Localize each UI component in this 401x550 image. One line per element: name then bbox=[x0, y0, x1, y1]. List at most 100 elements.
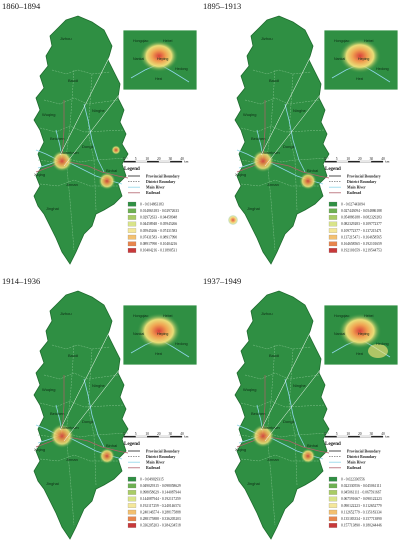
district-boundary bbox=[288, 348, 298, 486]
scale-segment bbox=[371, 435, 384, 438]
hotspot-binhai bbox=[98, 172, 116, 190]
legend-class-label: 0.022330556 - 0.045061111 bbox=[341, 484, 382, 488]
legend-class-label: 0.027443094 - 0.054886188 bbox=[341, 209, 382, 213]
legend-class-swatch bbox=[328, 208, 338, 214]
legend-class-swatch bbox=[127, 476, 137, 482]
inset-label: Nankai bbox=[133, 57, 144, 61]
district-label-wuqing: Wuqing bbox=[243, 387, 257, 392]
main-river bbox=[284, 378, 306, 448]
scale-tick-label: 10 bbox=[346, 157, 350, 161]
legend-class-label: 0 - 0.027443094 bbox=[341, 202, 365, 206]
map-svg: Jizhou Baodi Wuqing Ninghe Beichen Dongli Xiqi… bbox=[33, 290, 198, 540]
inset-label: Hedong bbox=[376, 67, 389, 71]
inset-label: Heping bbox=[358, 332, 369, 336]
map-panel-p1: Jizhou Baodi Wuqing Ninghe Beichen Dongli Xiqi… bbox=[0, 0, 200, 275]
district-boundary bbox=[252, 69, 312, 75]
district-label-jizhou: Jizhou bbox=[261, 311, 273, 316]
inset-label: Heping bbox=[157, 57, 168, 61]
scale-tick-label: 30 bbox=[169, 157, 173, 161]
scale-segment bbox=[348, 160, 360, 163]
legend-class-swatch bbox=[328, 496, 338, 502]
legend-class-swatch bbox=[328, 228, 338, 233]
district-label-ninghe: Ninghe bbox=[92, 383, 105, 388]
district-label-beichen: Beichen bbox=[251, 411, 265, 416]
scale-segment bbox=[147, 160, 159, 163]
scale-tick-label: 10 bbox=[145, 157, 149, 161]
district-boundary bbox=[266, 344, 276, 526]
district-label-binhai: Binhai bbox=[307, 443, 318, 448]
map-panel-p2: Jizhou Baodi Wuqing Ninghe Beichen Dongli Xiqi… bbox=[201, 0, 401, 275]
district-boundary bbox=[244, 97, 320, 105]
district-label-binhai: Binhai bbox=[106, 443, 117, 448]
legend-class-label: 0.045061111 - 0.067591667 bbox=[341, 491, 382, 495]
main-river bbox=[83, 378, 105, 448]
district-boundary bbox=[39, 454, 120, 462]
scale-segment bbox=[324, 160, 337, 163]
scale-segment bbox=[359, 435, 372, 438]
legend-class-swatch bbox=[127, 516, 137, 522]
hotspot-south bbox=[227, 214, 239, 226]
legend-class-label: 0.137215471 - 0.164658565 bbox=[341, 235, 382, 239]
legend-class-label: 0.014863183 - 0.02972633 bbox=[140, 209, 179, 213]
legend-class-label: 0.192101659 - 0.219544753 bbox=[341, 249, 382, 253]
map-svg: Jizhou Baodi Wuqing Ninghe Beichen Dongli Xiqi… bbox=[234, 290, 399, 540]
legend-heading: Legend bbox=[325, 442, 341, 447]
downtown-inset: Hongqiao Hebei Nankai Heping Hedong Hexi bbox=[122, 304, 198, 366]
hotspot-downtown bbox=[251, 149, 275, 173]
legend-class-label: 0.112652779 - 0.135183334 bbox=[341, 510, 382, 514]
legend-class-label: 0 - 0.049029315 bbox=[140, 477, 164, 481]
downtown-inset: Hongqiao Hebei Nankai Heping Hedong Hexi bbox=[122, 29, 198, 91]
district-label-dongli: Dongli bbox=[82, 144, 93, 149]
legend-class-label: 0.192117259 - 0.240146574 bbox=[140, 504, 181, 508]
district-label-xiqing: Xiqing bbox=[235, 172, 246, 177]
legend-class-swatch bbox=[328, 503, 338, 508]
panel-title: 1914–1936 bbox=[2, 276, 41, 286]
district-label-ninghe: Ninghe bbox=[293, 383, 306, 388]
district-boundary bbox=[43, 97, 119, 105]
legend-class-swatch bbox=[328, 215, 338, 220]
legend-class-swatch bbox=[127, 483, 137, 489]
scale-tick-label: 30 bbox=[169, 432, 173, 436]
district-boundary bbox=[87, 348, 97, 486]
legend-class-swatch bbox=[127, 490, 137, 495]
district-label-ninghe: Ninghe bbox=[92, 108, 105, 113]
district-label-beichen: Beichen bbox=[50, 411, 64, 416]
district-label-downtown: Downtown bbox=[60, 425, 79, 430]
scale-segment bbox=[336, 160, 349, 163]
legend-class-label: 0.144087944 - 0.192117259 bbox=[140, 497, 181, 501]
legend-class-swatch bbox=[328, 221, 338, 227]
scale-tick-label: 40 bbox=[180, 432, 184, 436]
district-boundary bbox=[39, 400, 125, 408]
district-label-ninghe: Ninghe bbox=[293, 108, 306, 113]
scale-tick-label: 0 bbox=[123, 432, 125, 436]
district-label-jinghai: Jinghai bbox=[46, 206, 59, 211]
district-boundary bbox=[240, 125, 326, 133]
legend-class-swatch bbox=[127, 201, 137, 207]
district-label-xiqing: Xiqing bbox=[235, 447, 246, 452]
district-label-baodi: Baodi bbox=[269, 353, 279, 358]
legend-class-swatch bbox=[328, 241, 338, 247]
scale-unit: km bbox=[385, 434, 390, 438]
inset-hotspot-se bbox=[368, 344, 388, 358]
legend-class-label: 0.049029315 - 0.098058629 bbox=[140, 484, 181, 488]
district-label-binhai: Binhai bbox=[106, 168, 117, 173]
district-boundary bbox=[51, 69, 111, 75]
inset-label: Hebei bbox=[163, 314, 173, 318]
legend-class-label: 0.07431583 - 0.08917990 bbox=[140, 235, 177, 239]
inset-label: Hedong bbox=[376, 342, 389, 346]
legend-class-label: 0.098058629 - 0.144087944 bbox=[140, 491, 181, 495]
district-label-jinnan: Jinnan bbox=[267, 182, 279, 187]
inset-callout-line bbox=[59, 304, 124, 431]
legend-class-swatch bbox=[127, 503, 137, 508]
scale-tick-label: 5 bbox=[336, 157, 338, 161]
inset-callout-line bbox=[260, 29, 325, 156]
legend-class-label: 0.082329283 - 0.109772377 bbox=[341, 222, 382, 226]
scale-segment bbox=[135, 160, 148, 163]
main-river bbox=[83, 103, 105, 173]
district-label-jinghai: Jinghai bbox=[247, 206, 260, 211]
district-boundary bbox=[39, 179, 120, 187]
inset-label: Hongqiao bbox=[133, 39, 148, 43]
scale-tick-label: 40 bbox=[180, 157, 184, 161]
inset-callout-line bbox=[264, 89, 325, 167]
legend-class-label: 0 - 0.022330556 bbox=[341, 477, 365, 481]
